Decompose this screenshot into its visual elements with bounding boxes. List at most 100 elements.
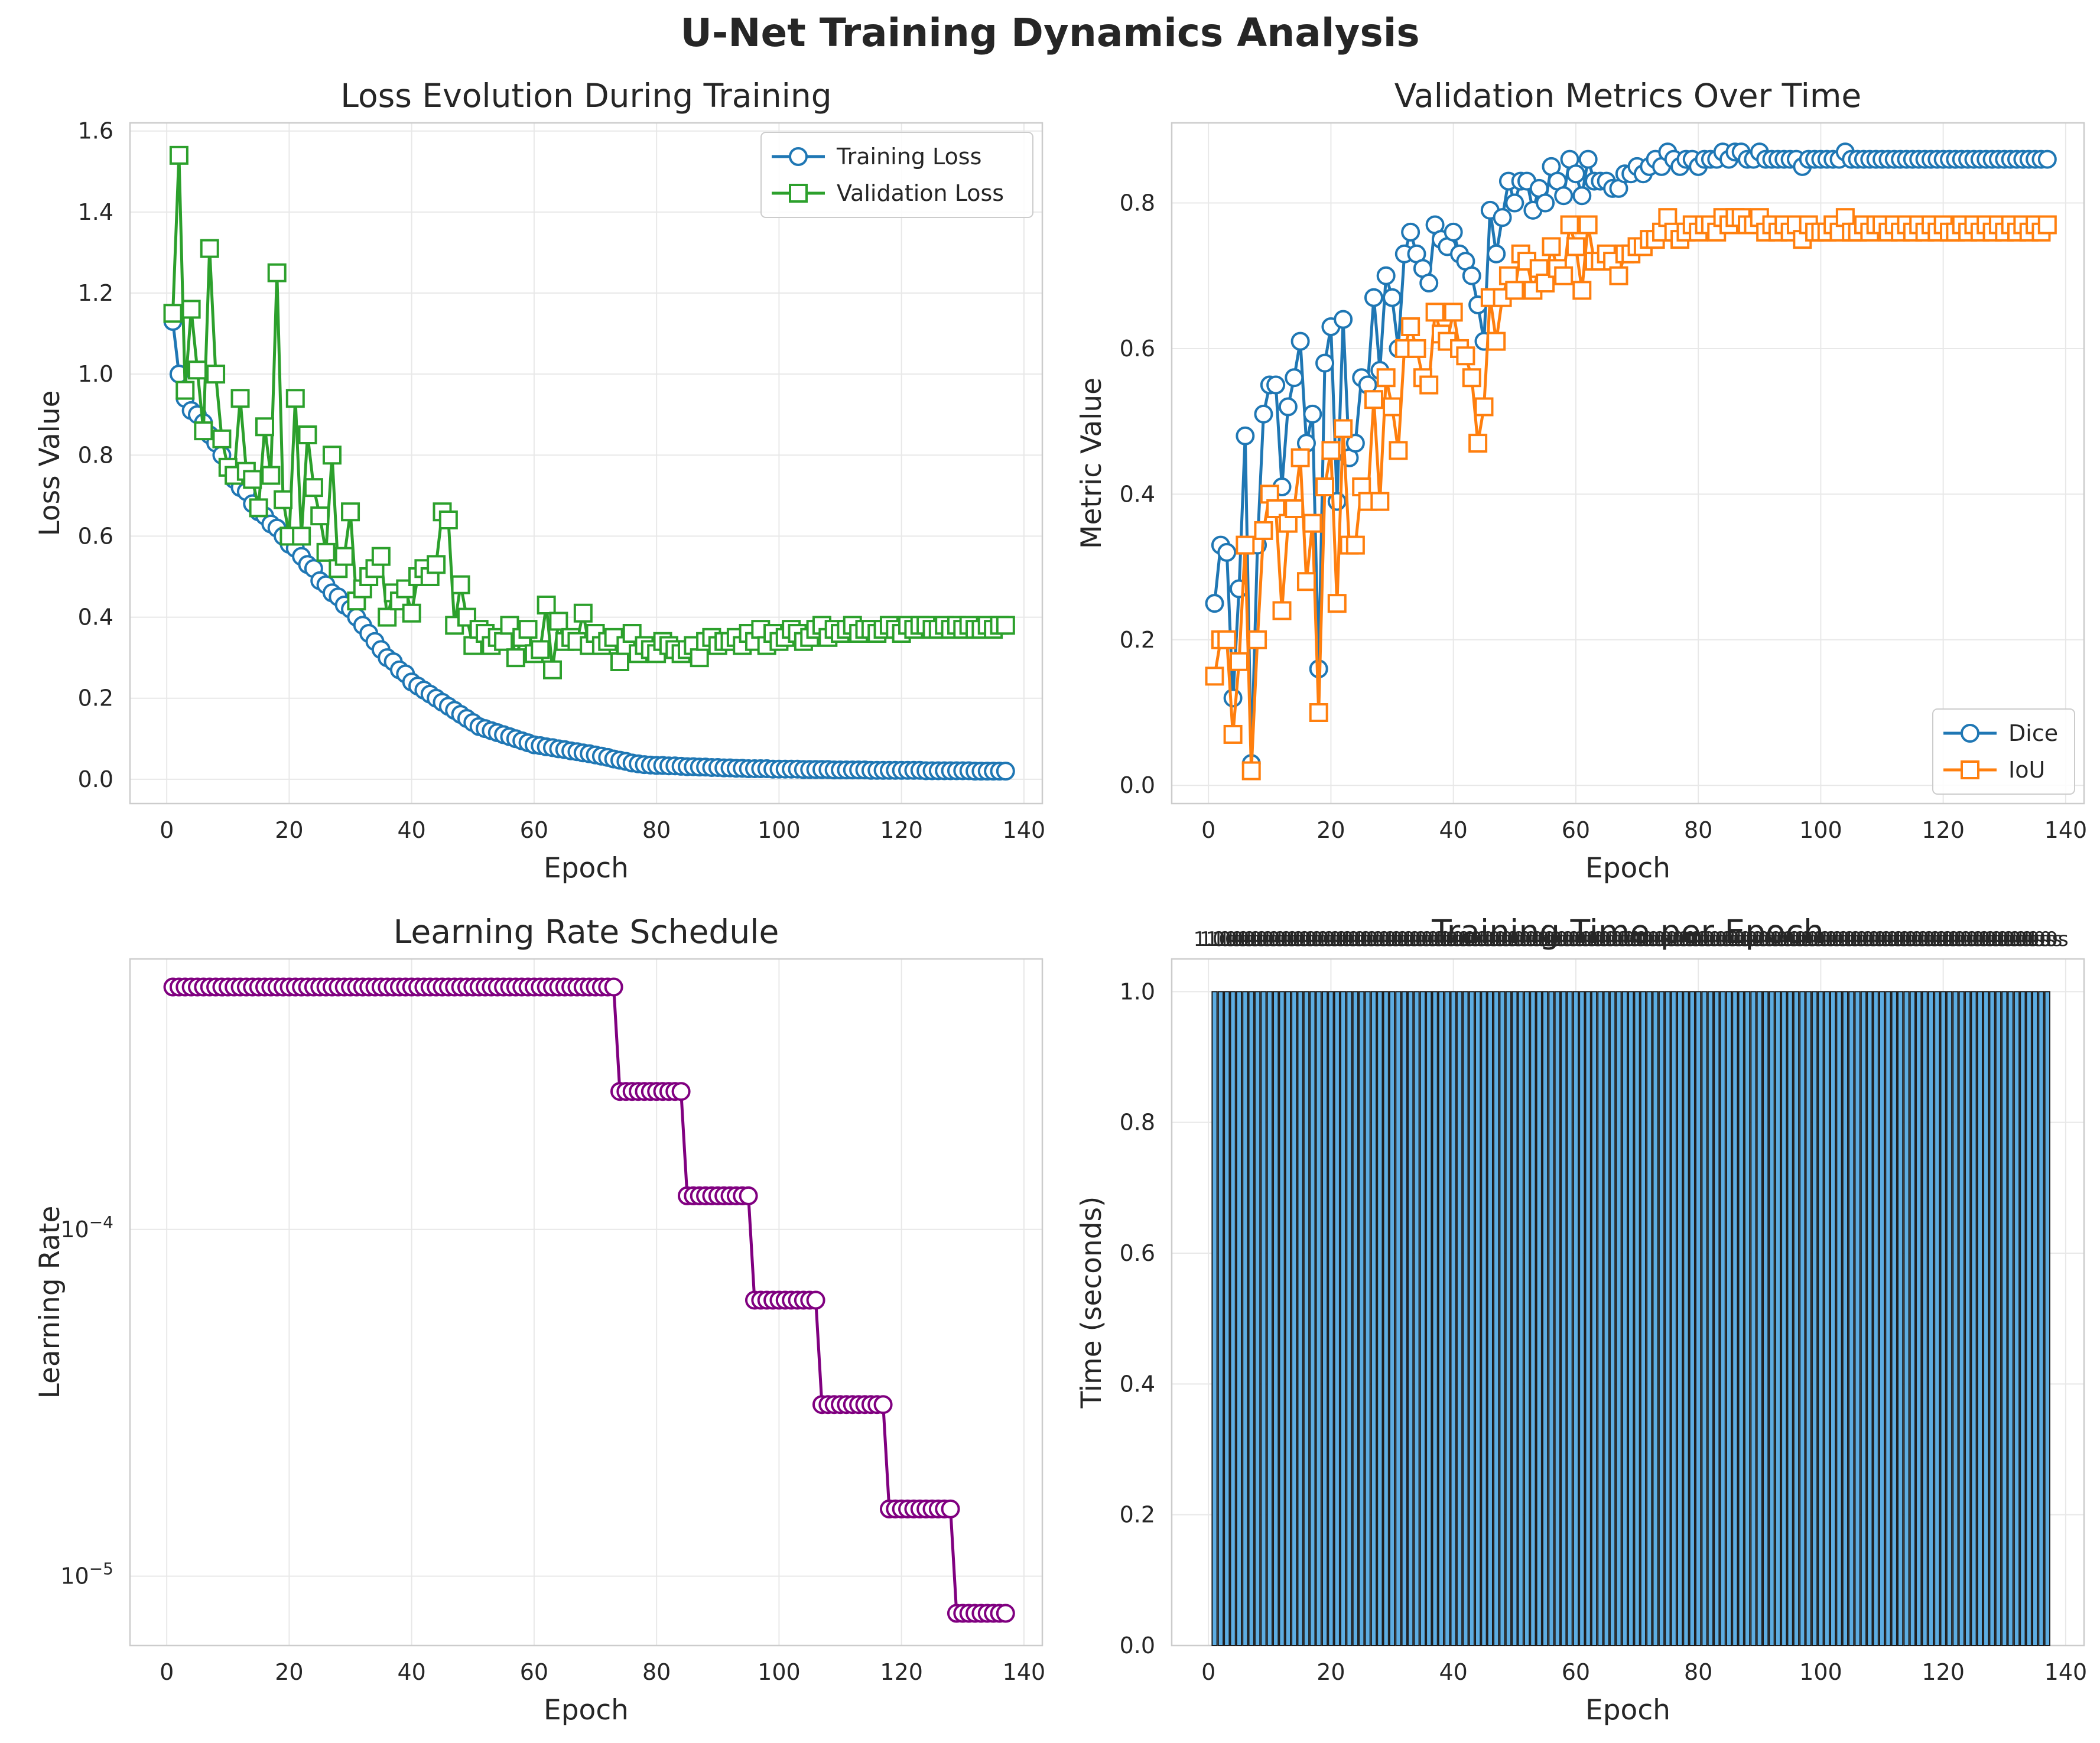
bar [1364, 991, 1371, 1646]
bar-value-label: 1.0s [1303, 928, 1346, 951]
x-tick-label: 80 [642, 1659, 671, 1685]
x-tick-label: 100 [1799, 817, 1842, 843]
bar [1811, 991, 1818, 1646]
bar-value-label: 1.0s [1469, 928, 1511, 951]
bar [1248, 991, 1254, 1646]
data-point [200, 239, 219, 258]
bar [1273, 991, 1279, 1646]
data-point [2037, 149, 2057, 169]
data-point [1572, 281, 1592, 300]
data-point [206, 365, 226, 384]
bar-value-label: 1.0s [1886, 928, 1928, 951]
bar-value-label: 1.0s [1818, 928, 1861, 951]
bar-value-label: 1.0s [1298, 928, 1340, 951]
bar [1334, 991, 1340, 1646]
x-tick-label: 0 [1201, 817, 1215, 843]
time-per-epoch-subplot: 0.0 0.2 0.4 0.6 0.8 1.0 0 20 40 60 80 100 120 140 Trai… [1075, 913, 2087, 1726]
bar-value-label: 1.0s [1567, 928, 1610, 951]
bar-value-label: 1.0s [1426, 928, 1468, 951]
axes-frame [1171, 958, 2085, 1647]
bar [1781, 991, 1787, 1646]
bar [1683, 991, 1689, 1646]
bar [1401, 991, 1407, 1646]
bar [1328, 991, 1334, 1646]
bar-value-label: 1.0s [1806, 928, 1848, 951]
data-point [1370, 492, 1390, 511]
bar [1793, 991, 1800, 1646]
data-point [316, 542, 336, 562]
y-axis-label: Time (seconds) [1075, 1196, 1108, 1409]
bar-value-label: 1.0s [1585, 928, 1628, 951]
bar-value-label: 1.0s [1205, 928, 1248, 951]
data-point [1572, 186, 1592, 206]
data-point [334, 547, 354, 566]
bar-value-label: 1.0s [1243, 928, 1285, 951]
bar [1652, 991, 1659, 1646]
data-point [310, 506, 330, 526]
y-tick-label: 0.4 [1120, 1371, 1155, 1397]
bar [1211, 991, 1218, 1646]
y-tick-label: 0.8 [1120, 1110, 1155, 1136]
bar-value-label: 1.0s [1212, 928, 1254, 951]
bar [1891, 991, 1897, 1646]
bar-value-label: 1.0s [1414, 928, 1457, 951]
bar-value-label: 1.0s [1530, 928, 1573, 951]
y-tick-label: 0.8 [1120, 190, 1155, 216]
data-point [1961, 760, 1979, 779]
bar [1836, 991, 1842, 1646]
bar-value-label: 1.0s [1573, 928, 1615, 951]
bar-value-label: 1.0s [1420, 928, 1462, 951]
y-tick-label: 0.4 [1120, 481, 1155, 507]
bar [1487, 991, 1493, 1646]
data-point [1266, 375, 1286, 395]
bar [1603, 991, 1610, 1646]
x-tick-label: 80 [1684, 1659, 1712, 1685]
bar [1989, 991, 1995, 1646]
bar [1854, 991, 1861, 1646]
y-tick-label: 1.4 [78, 199, 113, 225]
data-point [573, 603, 593, 623]
bar [1266, 991, 1273, 1646]
bar [1530, 991, 1536, 1646]
bar-value-label: 1.0s [1732, 928, 1775, 951]
bar-value-label: 1.0s [1744, 928, 1787, 951]
bar [1860, 991, 1867, 1646]
x-tick-label: 120 [1922, 1659, 1965, 1685]
data-point [181, 300, 201, 319]
bar-value-label: 1.0s [1946, 928, 1989, 951]
data-point [671, 1082, 691, 1101]
bar [1909, 991, 1916, 1646]
data-point [1376, 266, 1396, 285]
bar [1561, 991, 1567, 1646]
bar-value-label: 1.0s [1959, 928, 2001, 951]
y-tick-label: 0.6 [1120, 1240, 1155, 1266]
bar [1340, 991, 1347, 1646]
y-tick-label: 0.6 [78, 523, 113, 549]
y-tick-label: 0.2 [78, 685, 113, 711]
x-tick-label: 140 [2044, 1659, 2088, 1685]
y-tick-label: 10−5 [60, 1559, 113, 1589]
bar-value-label: 1.0s [1402, 928, 1444, 951]
bar-value-label: 1.0s [1653, 928, 1695, 951]
bar-value-label: 1.0s [1910, 928, 1952, 951]
data-point [1505, 281, 1524, 300]
bar [1732, 991, 1738, 1646]
bar [1566, 991, 1573, 1646]
y-tick-label: 1.0 [1120, 978, 1155, 1004]
data-point [1345, 434, 1365, 453]
data-point [1334, 310, 1353, 329]
data-point [604, 977, 623, 997]
bar-value-label: 1.0s [1842, 928, 1885, 951]
bar-value-label: 1.0s [1481, 928, 1524, 951]
data-point [518, 620, 538, 639]
bar-value-label: 1.0s [1793, 928, 1836, 951]
bar-value-label: 1.0s [1561, 928, 1603, 951]
data-point [1487, 244, 1506, 264]
bar-value-label: 1.0s [1230, 928, 1273, 951]
x-tick-label: 100 [758, 817, 801, 843]
bar [1315, 991, 1322, 1646]
series-line [171, 154, 1006, 672]
bar [1609, 991, 1616, 1646]
suptitle: U-Net Training Dynamics Analysis [680, 10, 1419, 56]
data-point [1493, 208, 1512, 227]
